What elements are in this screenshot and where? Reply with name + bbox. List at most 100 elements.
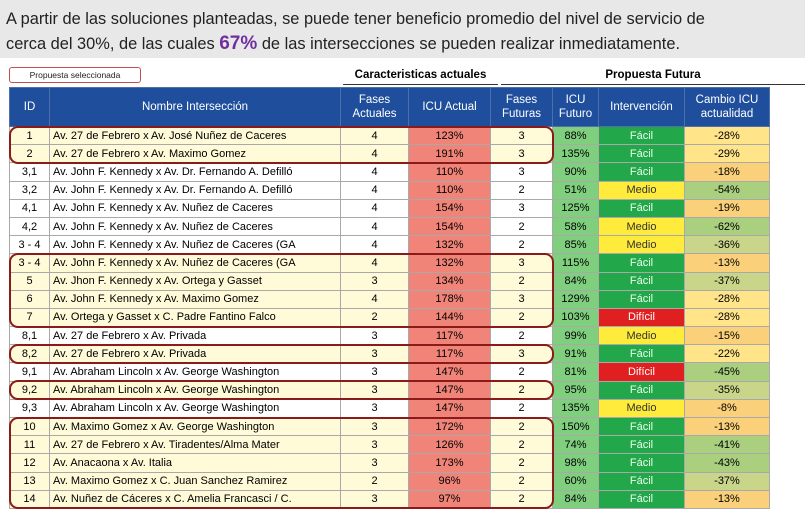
cell-current-phases: 3 [341, 418, 409, 436]
cell-intersection-name: Av. 27 de Febrero x Av. José Nuñez de Ca… [50, 127, 341, 145]
cell-future-icu: 150% [553, 418, 599, 436]
cell-current-icu: 172% [409, 418, 491, 436]
column-header-future-phases: Fases Futuras [491, 88, 553, 127]
cell-intervention: Fácil [599, 418, 685, 436]
cell-icu-change: -62% [685, 217, 770, 235]
cell-intervention: Fácil [599, 436, 685, 454]
cell-current-phases: 4 [341, 254, 409, 272]
cell-id: 4,1 [10, 199, 50, 217]
cell-future-icu: 91% [553, 345, 599, 363]
cell-future-phases: 3 [491, 127, 553, 145]
cell-future-phases: 3 [491, 290, 553, 308]
cell-future-phases: 2 [491, 490, 553, 508]
cell-future-icu: 125% [553, 199, 599, 217]
cell-future-icu: 99% [553, 327, 599, 345]
cell-future-icu: 81% [553, 363, 599, 381]
cell-icu-change: -45% [685, 363, 770, 381]
cell-future-phases: 3 [491, 254, 553, 272]
cell-icu-change: -37% [685, 272, 770, 290]
cell-intersection-name: Av. 27 de Febrero x Av. Privada [50, 327, 341, 345]
cell-intervention: Difícil [599, 363, 685, 381]
cell-intervention: Medio [599, 181, 685, 199]
cell-intersection-name: Av. John F. Kennedy x Av. Nuñez de Cacer… [50, 236, 341, 254]
cell-current-phases: 3 [341, 363, 409, 381]
cell-id: 3,1 [10, 163, 50, 181]
cell-id: 10 [10, 418, 50, 436]
cell-future-phases: 2 [491, 381, 553, 399]
cell-future-phases: 3 [491, 163, 553, 181]
cell-future-icu: 74% [553, 436, 599, 454]
cell-future-icu: 115% [553, 254, 599, 272]
cell-icu-change: -22% [685, 345, 770, 363]
cell-intersection-name: Av. Abraham Lincoln x Av. George Washing… [50, 399, 341, 417]
cell-future-icu: 103% [553, 308, 599, 326]
cell-future-phases: 2 [491, 418, 553, 436]
column-header-future-icu: ICU Futuro [553, 88, 599, 127]
cell-id: 2 [10, 145, 50, 163]
column-header-icu-change: Cambio ICU actualidad [685, 88, 770, 127]
column-header-intervention: Intervención [599, 88, 685, 127]
cell-id: 1 [10, 127, 50, 145]
cell-future-icu: 58% [553, 217, 599, 235]
cell-intersection-name: Av. Abraham Lincoln x Av. George Washing… [50, 381, 341, 399]
cell-intersection-name: Av. Jhon F. Kennedy x Av. Ortega y Gasse… [50, 272, 341, 290]
cell-id: 5 [10, 272, 50, 290]
cell-id: 9,1 [10, 363, 50, 381]
cell-current-phases: 2 [341, 472, 409, 490]
cell-intervention: Fácil [599, 127, 685, 145]
column-header-current-icu: ICU Actual [409, 88, 491, 127]
cell-future-icu: 51% [553, 181, 599, 199]
cell-id: 12 [10, 454, 50, 472]
cell-future-icu: 84% [553, 272, 599, 290]
cell-intervention: Fácil [599, 472, 685, 490]
cell-current-icu: 134% [409, 272, 491, 290]
cell-current-icu: 178% [409, 290, 491, 308]
cell-intervention: Fácil [599, 199, 685, 217]
cell-current-icu: 154% [409, 217, 491, 235]
cell-current-icu: 191% [409, 145, 491, 163]
cell-intervention: Fácil [599, 145, 685, 163]
cell-future-icu: 129% [553, 290, 599, 308]
cell-icu-change: -13% [685, 254, 770, 272]
cell-icu-change: -54% [685, 181, 770, 199]
cell-future-phases: 2 [491, 236, 553, 254]
cell-current-phases: 3 [341, 345, 409, 363]
cell-icu-change: -19% [685, 199, 770, 217]
cell-future-phases: 3 [491, 199, 553, 217]
cell-intervention: Medio [599, 236, 685, 254]
cell-intervention: Fácil [599, 381, 685, 399]
cell-current-icu: 123% [409, 127, 491, 145]
cell-current-icu: 132% [409, 254, 491, 272]
cell-current-phases: 4 [341, 290, 409, 308]
cell-icu-change: -43% [685, 454, 770, 472]
cell-future-icu: 90% [553, 163, 599, 181]
cell-intersection-name: Av. John F. Kennedy x Av. Maximo Gomez [50, 290, 341, 308]
cell-intersection-name: Av. John F. Kennedy x Av. Dr. Fernando A… [50, 163, 341, 181]
cell-future-phases: 3 [491, 145, 553, 163]
cell-icu-change: -28% [685, 127, 770, 145]
cell-current-phases: 4 [341, 199, 409, 217]
cell-intersection-name: Av. John F. Kennedy x Av. Dr. Fernando A… [50, 181, 341, 199]
cell-intersection-name: Av. 27 de Febrero x Av. Tiradentes/Alma … [50, 436, 341, 454]
cell-icu-change: -13% [685, 490, 770, 508]
cell-id: 3,2 [10, 181, 50, 199]
cell-future-icu: 60% [553, 472, 599, 490]
cell-current-icu: 173% [409, 454, 491, 472]
cell-current-phases: 4 [341, 181, 409, 199]
cell-future-phases: 2 [491, 363, 553, 381]
cell-current-icu: 154% [409, 199, 491, 217]
cell-current-icu: 117% [409, 345, 491, 363]
highlight-percentage: 67% [219, 33, 257, 54]
intro-line-2-pre: cerca del 30%, de las cuales [6, 35, 215, 53]
intro-banner: A partir de las soluciones planteadas, s… [0, 0, 805, 58]
cell-intervention: Fácil [599, 290, 685, 308]
